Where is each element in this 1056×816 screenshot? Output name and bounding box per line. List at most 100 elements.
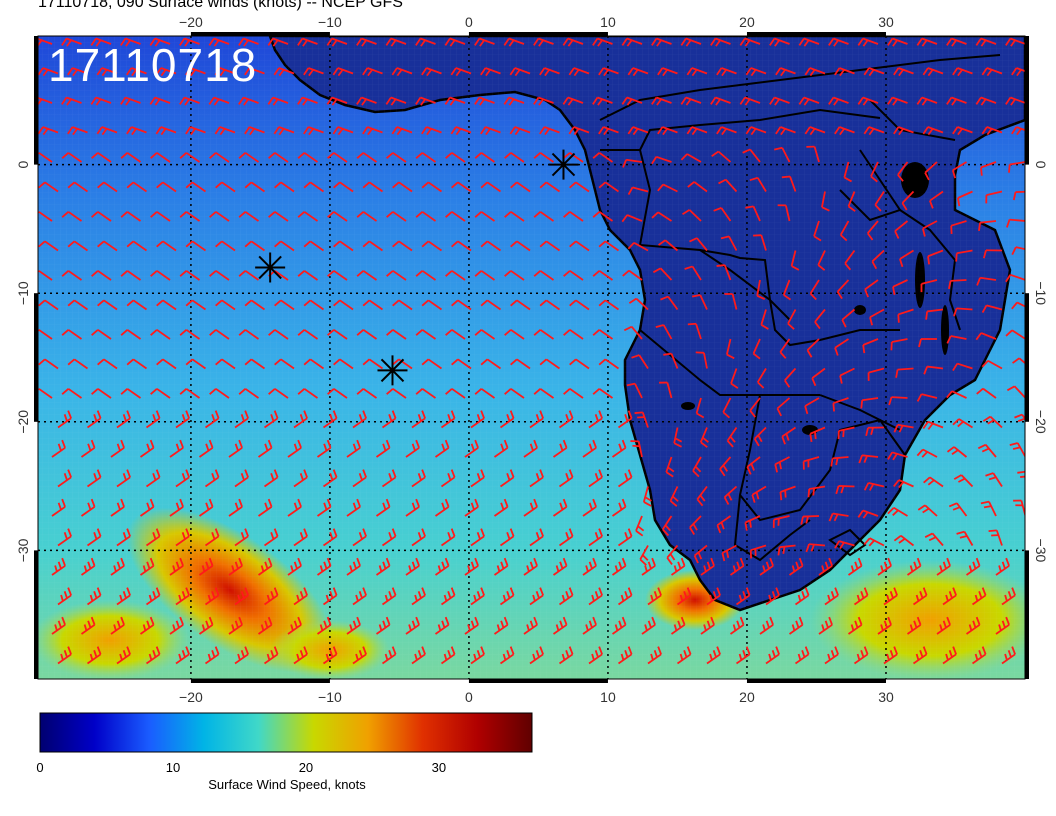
wind-barb	[713, 207, 732, 222]
wind-barb	[647, 646, 662, 665]
wind-barb	[806, 338, 820, 358]
wind-barb	[756, 368, 767, 389]
wind-barb	[916, 393, 938, 402]
wind-barb	[651, 96, 672, 106]
wind-barb	[179, 96, 200, 106]
wind-barb	[86, 587, 102, 606]
wind-barb	[204, 528, 220, 547]
frame-segment	[1025, 550, 1029, 679]
wind-barb	[244, 358, 266, 370]
wind-barb	[746, 456, 761, 475]
wind-barb	[895, 367, 914, 378]
wind-barb	[775, 67, 796, 77]
wind-barb	[356, 270, 378, 281]
frame-segment	[746, 32, 886, 36]
wind-barb	[533, 329, 555, 340]
wind-barb	[569, 358, 590, 370]
wind-barb	[696, 485, 708, 507]
wind-barb	[421, 299, 443, 311]
wind-barb	[971, 646, 987, 665]
wind-barb	[126, 240, 148, 252]
wind-barb	[297, 96, 318, 106]
wind-barb	[657, 126, 678, 136]
wind-barb	[718, 178, 738, 193]
wind-barb	[149, 37, 171, 47]
wind-barb	[569, 299, 590, 311]
wind-barb	[802, 456, 820, 470]
wind-barb	[529, 410, 544, 429]
wind-barb	[834, 67, 855, 77]
wind-barb	[375, 439, 391, 458]
wind-barb	[149, 96, 171, 106]
wind-barb	[145, 528, 161, 547]
wind-barb	[38, 126, 59, 136]
wind-barb	[916, 96, 938, 106]
wind-barb	[238, 211, 260, 222]
wind-barb	[828, 96, 849, 106]
wind-barb	[362, 299, 384, 311]
wind-barb	[386, 388, 407, 399]
wind-barb	[198, 439, 214, 458]
wind-barb	[91, 211, 112, 222]
wind-barb	[228, 557, 243, 576]
wind-barb	[689, 237, 708, 252]
wind-barb	[268, 329, 289, 340]
wind-barb	[853, 587, 869, 606]
wind-barb	[67, 358, 89, 370]
wind-barb	[244, 299, 266, 311]
wind-barb	[228, 498, 243, 517]
wind-barb	[844, 249, 856, 271]
wind-barb	[228, 439, 243, 458]
wind-barb	[139, 498, 155, 517]
wind-barb	[927, 249, 944, 265]
wind-barb	[975, 37, 997, 47]
wind-barb	[411, 528, 426, 547]
wind-barb	[175, 410, 190, 429]
wind-barb	[807, 485, 826, 498]
wind-barb	[116, 587, 131, 606]
wind-barb	[61, 211, 83, 222]
wind-barb	[529, 587, 544, 606]
frame-segment	[190, 679, 330, 683]
wind-barb	[451, 299, 472, 311]
wind-barb	[894, 220, 909, 239]
wind-barb	[362, 181, 384, 193]
wind-barb	[228, 616, 243, 635]
wind-barb	[96, 67, 118, 77]
storm-marker-icon	[377, 355, 408, 386]
wind-barb	[721, 544, 737, 562]
wind-barb	[179, 329, 201, 340]
wind-barb	[779, 485, 796, 501]
wind-barb	[971, 587, 987, 606]
wind-barb	[723, 485, 738, 505]
lon-tick-label-top: 20	[739, 14, 755, 30]
wind-barb	[890, 338, 908, 351]
wind-barb	[686, 67, 708, 77]
wind-barb	[753, 426, 767, 447]
wind-barb	[480, 181, 502, 193]
wind-barb	[1006, 218, 1025, 228]
wind-barb	[946, 446, 968, 458]
wind-barb	[623, 325, 643, 340]
wind-barb	[893, 67, 914, 77]
colorbar-tick-label: 20	[299, 760, 313, 775]
wind-barb	[303, 126, 324, 136]
wind-barb	[126, 299, 148, 311]
wind-barb	[499, 587, 515, 606]
wind-barb	[303, 299, 325, 311]
wind-barb	[116, 646, 131, 665]
wind-barb	[145, 587, 161, 606]
wind-barb	[238, 388, 260, 399]
wind-barb	[503, 96, 525, 106]
wind-barb	[562, 96, 584, 106]
lon-tick-label-bottom: −20	[179, 689, 203, 705]
wind-barb	[67, 126, 88, 136]
wind-barb	[209, 329, 230, 340]
wind-barb	[912, 587, 928, 606]
wind-barb	[611, 616, 627, 635]
wind-barb	[126, 126, 147, 136]
wind-barb	[208, 37, 230, 47]
wind-barb	[209, 152, 230, 163]
wind-barb	[956, 530, 974, 546]
